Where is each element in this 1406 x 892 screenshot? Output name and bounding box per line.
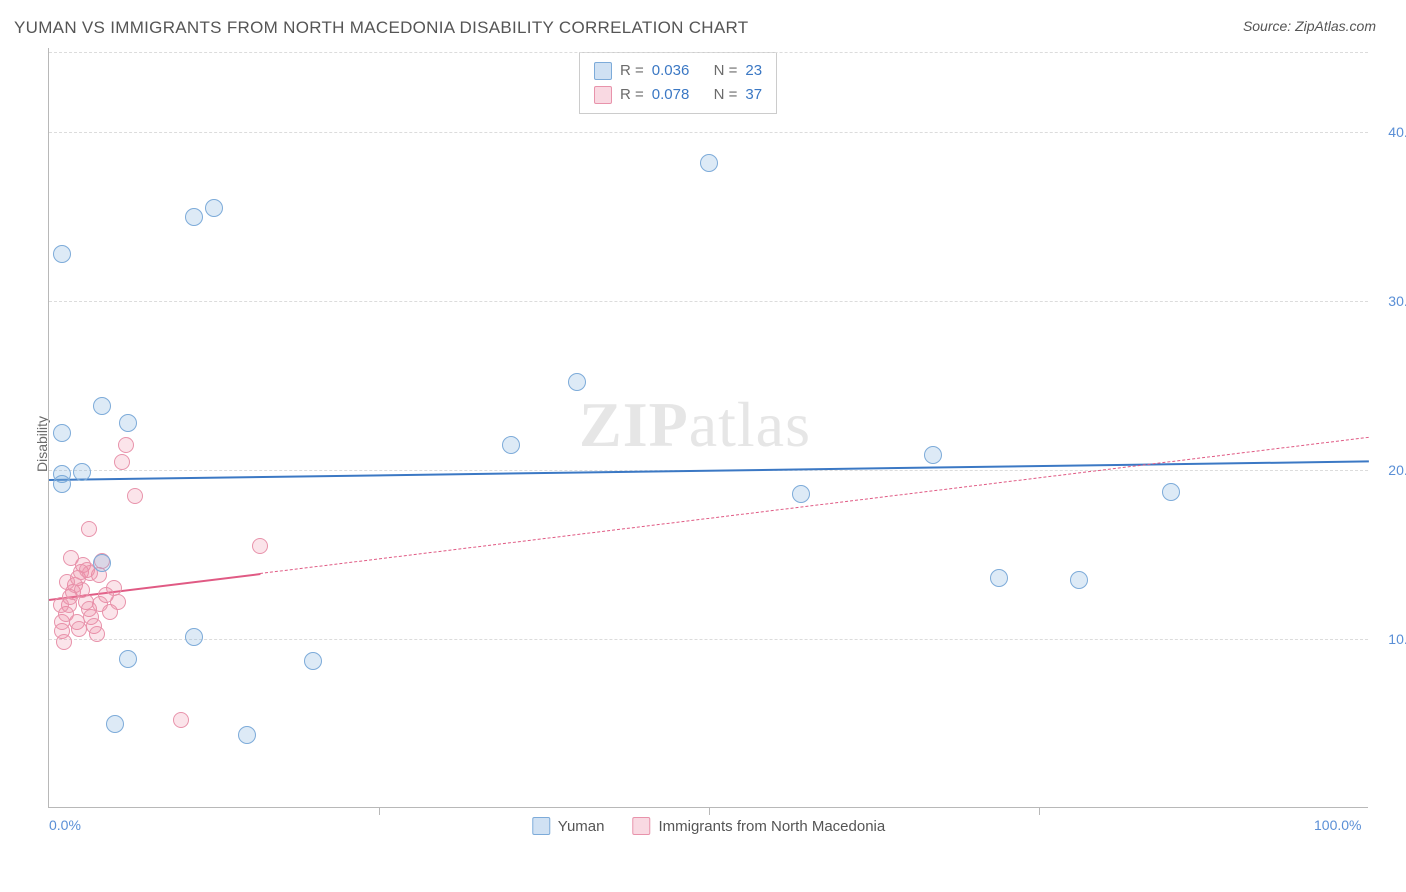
data-point [73, 463, 91, 481]
data-point [81, 521, 97, 537]
data-point [106, 715, 124, 733]
data-point [185, 208, 203, 226]
y-tick-label: 40.0% [1376, 124, 1406, 140]
data-point [63, 550, 79, 566]
data-point [119, 650, 137, 668]
chart-container: Disability ZIPatlas R = 0.036 N = 23 R =… [48, 48, 1392, 840]
x-tick-label: 100.0% [1314, 817, 1361, 833]
chart-source: Source: ZipAtlas.com [1243, 18, 1376, 34]
data-point [93, 554, 111, 572]
data-point [238, 726, 256, 744]
data-point [127, 488, 143, 504]
x-tick-mark [709, 807, 710, 815]
data-point [114, 454, 130, 470]
data-point [53, 245, 71, 263]
data-point [252, 538, 268, 554]
chart-header: YUMAN VS IMMIGRANTS FROM NORTH MACEDONIA… [0, 0, 1406, 48]
data-point [119, 414, 137, 432]
x-tick-mark [379, 807, 380, 815]
data-point [59, 574, 75, 590]
data-point [89, 626, 105, 642]
legend-swatch-pink [632, 817, 650, 835]
data-point [110, 594, 126, 610]
trend-line [260, 436, 1369, 573]
data-point [74, 582, 90, 598]
data-point [502, 436, 520, 454]
data-point [205, 199, 223, 217]
watermark: ZIPatlas [579, 388, 811, 462]
data-point [53, 597, 69, 613]
data-point [1162, 483, 1180, 501]
gridline [49, 301, 1368, 302]
data-point [53, 424, 71, 442]
x-tick-mark [1039, 807, 1040, 815]
data-point [93, 397, 111, 415]
data-point [924, 446, 942, 464]
gridline [49, 639, 1368, 640]
x-tick-label: 0.0% [49, 817, 81, 833]
series-legend: Yuman Immigrants from North Macedonia [532, 817, 885, 835]
data-point [56, 634, 72, 650]
data-point [792, 485, 810, 503]
data-point [173, 712, 189, 728]
data-point [53, 475, 71, 493]
gridline [49, 132, 1368, 133]
y-tick-label: 10.0% [1376, 631, 1406, 647]
legend-item-yuman: Yuman [532, 817, 605, 835]
gridline [49, 52, 1368, 53]
legend-swatch-pink [594, 86, 612, 104]
legend-item-imm: Immigrants from North Macedonia [632, 817, 885, 835]
correlation-legend: R = 0.036 N = 23 R = 0.078 N = 37 [579, 52, 777, 114]
legend-row-imm: R = 0.078 N = 37 [594, 83, 762, 107]
y-tick-label: 20.0% [1376, 462, 1406, 478]
data-point [990, 569, 1008, 587]
data-point [568, 373, 586, 391]
data-point [118, 437, 134, 453]
plot-area: ZIPatlas R = 0.036 N = 23 R = 0.078 N = … [48, 48, 1368, 808]
legend-row-yuman: R = 0.036 N = 23 [594, 59, 762, 83]
data-point [700, 154, 718, 172]
data-point [304, 652, 322, 670]
chart-title: YUMAN VS IMMIGRANTS FROM NORTH MACEDONIA… [14, 18, 748, 38]
data-point [71, 621, 87, 637]
legend-swatch-blue [532, 817, 550, 835]
data-point [1070, 571, 1088, 589]
data-point [185, 628, 203, 646]
legend-swatch-blue [594, 62, 612, 80]
data-point [92, 596, 108, 612]
y-tick-label: 30.0% [1376, 293, 1406, 309]
